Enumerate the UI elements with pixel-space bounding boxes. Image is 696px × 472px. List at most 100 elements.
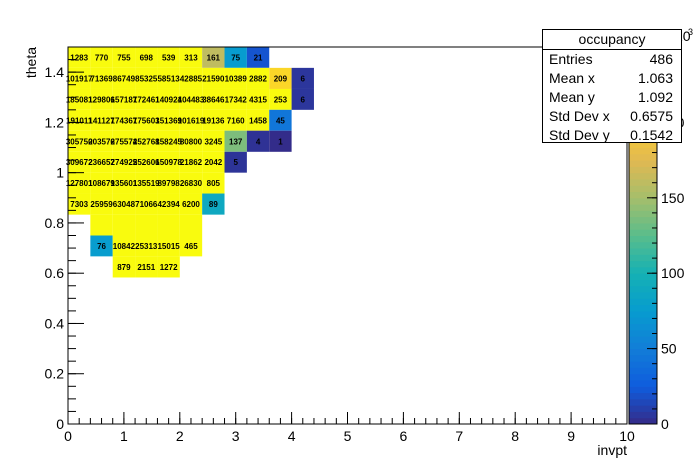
heatmap-cell	[157, 88, 180, 110]
colorbar-segment	[629, 178, 657, 186]
heatmap-cell	[224, 47, 247, 68]
cell-value-label: 172461	[133, 95, 160, 104]
heatmap-cell	[179, 172, 203, 194]
heatmap-cell	[135, 151, 158, 173]
cell-value-label: 140924	[155, 95, 182, 104]
cell-value-label: 135601	[111, 179, 138, 188]
y-axis-title: theta	[23, 47, 39, 78]
colorbar-segment	[629, 166, 657, 174]
cell-value-label: 58513	[157, 74, 180, 83]
heatmap-cell	[157, 256, 180, 278]
cell-value-label: 6	[301, 95, 306, 104]
stats-value: 0.1542	[630, 127, 673, 143]
cell-value-label: 3245	[204, 137, 222, 146]
heatmap-cell	[68, 47, 91, 68]
heatmap-cell	[135, 109, 158, 131]
heatmap-cell	[90, 88, 113, 110]
stats-box-title: occupancy	[543, 30, 681, 50]
heatmap-cell	[179, 109, 203, 131]
heatmap-cell	[112, 256, 136, 278]
cell-value-label: 45	[276, 116, 285, 125]
heatmap-cell	[246, 130, 270, 152]
colorbar-segment	[629, 197, 657, 205]
heatmap-cell	[112, 130, 136, 152]
stats-row-mean-y: Mean y 1.092	[543, 88, 681, 107]
x-tick-label: 0	[64, 428, 72, 444]
heatmap-cell	[90, 214, 113, 236]
colorbar-segment	[629, 304, 657, 312]
heatmap-cell	[269, 88, 292, 110]
cell-value-label: 2151	[137, 263, 155, 272]
colorbar-segment	[629, 147, 657, 155]
heatmap-cell	[157, 130, 180, 152]
heatmap-cell	[157, 235, 180, 257]
cell-value-label: 274925	[111, 158, 138, 167]
heatmap-cell	[90, 193, 113, 215]
heatmap-cell	[112, 214, 136, 236]
heatmap-cell	[202, 47, 225, 68]
cell-value-label: 252768	[133, 137, 160, 146]
y-tick-label: 1	[56, 165, 64, 181]
heatmap-cell	[157, 151, 180, 173]
cell-value-label: 309672	[66, 158, 93, 167]
cell-value-label: 10389	[225, 74, 248, 83]
heatmap-cell	[112, 172, 136, 194]
x-axis-title: invpt	[597, 442, 627, 458]
stats-label: Std Dev x	[549, 108, 610, 124]
cell-value-label: 75	[231, 53, 240, 62]
stats-label: Std Dev y	[549, 127, 610, 143]
heatmap-cell	[179, 47, 203, 68]
y-tick-label: 0.8	[45, 215, 65, 231]
heatmap-cell	[179, 151, 203, 173]
heatmap-cell	[90, 235, 113, 257]
y-tick-label: 1.2	[45, 114, 65, 130]
stats-value: 1.092	[637, 89, 673, 105]
colorbar-segment	[629, 292, 657, 299]
colorbar-segment	[629, 153, 657, 161]
colorbar-tick-label: 150	[661, 190, 685, 206]
cell-value-label: 4315	[249, 95, 267, 104]
heatmap-cell	[157, 47, 180, 68]
cell-value-label: 191011	[66, 116, 93, 125]
colorbar-segment	[629, 235, 657, 243]
heatmap-cell	[68, 151, 91, 173]
colorbar-segment	[629, 260, 657, 268]
heatmap-cell	[68, 109, 91, 131]
cell-value-label: 6200	[182, 200, 200, 209]
stats-row-stddev-x: Std Dev x 0.6575	[543, 107, 681, 126]
colorbar-segment	[629, 348, 657, 356]
colorbar-segment	[629, 216, 657, 224]
cell-value-label: 174367	[111, 116, 138, 125]
heatmap-cell	[135, 47, 158, 68]
cell-value-label: 15015	[157, 242, 180, 251]
heatmap-cell	[246, 109, 270, 131]
colorbar-segment	[629, 172, 657, 180]
x-tick-label: 10	[619, 428, 635, 444]
colorbar-exponent: 3	[688, 27, 693, 37]
colorbar-segment	[629, 398, 657, 406]
heatmap-cell	[179, 88, 203, 110]
heatmap-cell	[90, 130, 113, 152]
heatmap-cell	[202, 88, 225, 110]
cell-value-label: 175603	[133, 116, 160, 125]
cell-value-label: 135519	[133, 179, 160, 188]
heatmap-cell	[135, 235, 158, 257]
heatmap-cell	[179, 193, 203, 215]
heatmap-cell	[157, 193, 180, 215]
heatmap-cell	[68, 172, 91, 194]
colorbar-tick-label: 0	[661, 416, 669, 432]
heatmap-cell	[157, 67, 180, 89]
colorbar-segment	[629, 342, 657, 350]
heatmap-cell	[269, 130, 292, 152]
colorbar-segment	[629, 373, 657, 381]
heatmap-cell	[135, 256, 158, 278]
heatmap-cell	[135, 130, 158, 152]
cell-value-label: 19136	[202, 116, 225, 125]
cell-value-label: 5	[233, 158, 238, 167]
cell-value-label: 755	[117, 53, 131, 62]
y-tick-label: 1.4	[45, 64, 65, 80]
cell-value-label: 253	[274, 95, 288, 104]
stats-label: Entries	[549, 51, 593, 67]
heatmap-cell	[68, 67, 91, 89]
colorbar-segment	[629, 411, 657, 419]
